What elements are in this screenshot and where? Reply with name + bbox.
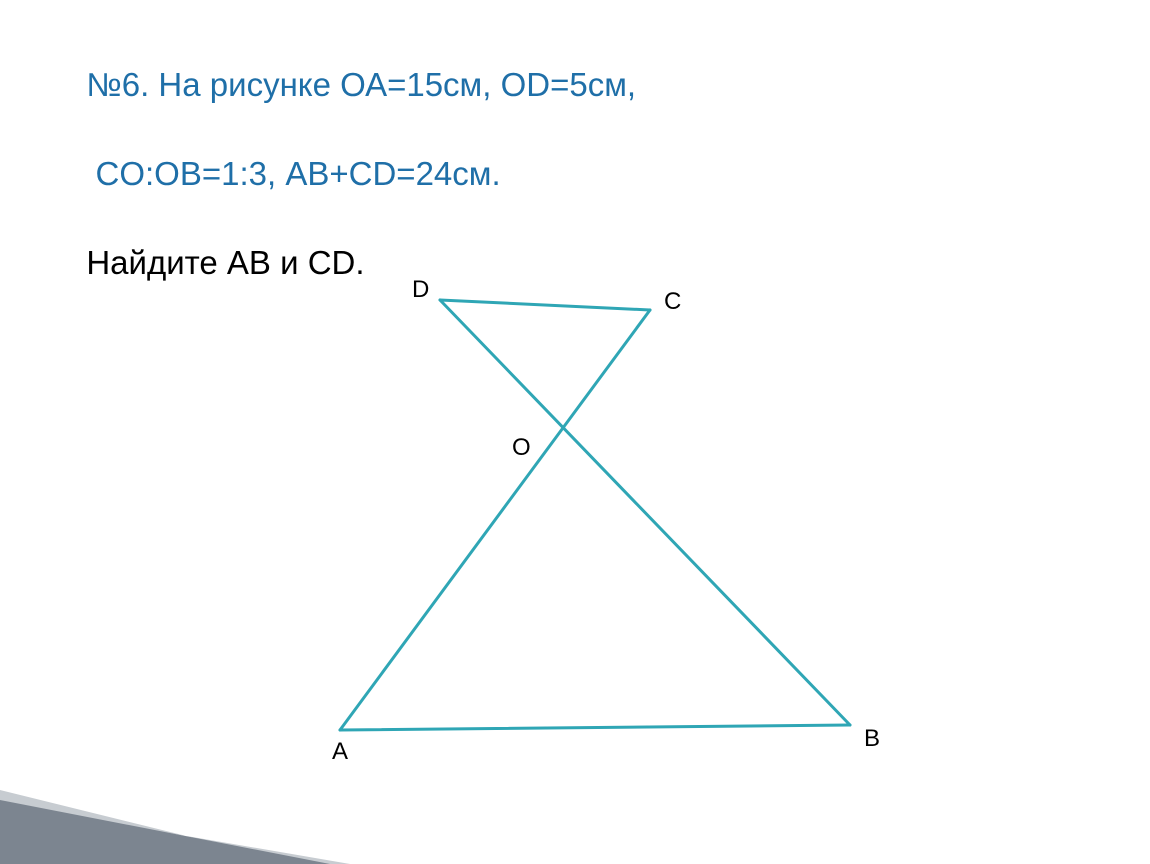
point-label-B: B — [864, 725, 880, 753]
point-label-C: C — [664, 288, 681, 316]
title-line-3: Найдите АВ и СD. — [86, 244, 364, 281]
problem-title: №6. На рисунке ОА=15см, ОD=5см, CO:ОВ=1:… — [68, 18, 636, 285]
title-line-1: №6. На рисунке ОА=15см, ОD=5см, — [86, 66, 636, 103]
slide-corner-decor — [0, 760, 400, 864]
edge-D-C — [440, 300, 650, 310]
edge-C-A — [340, 310, 650, 730]
point-label-D: D — [412, 276, 429, 304]
title-line-2: CO:ОВ=1:3, АВ+СD=24см. — [86, 155, 500, 192]
point-label-A: A — [332, 738, 348, 766]
point-label-O: O — [512, 434, 531, 462]
geometry-diagram — [300, 280, 900, 760]
edge-A-B — [340, 725, 850, 730]
